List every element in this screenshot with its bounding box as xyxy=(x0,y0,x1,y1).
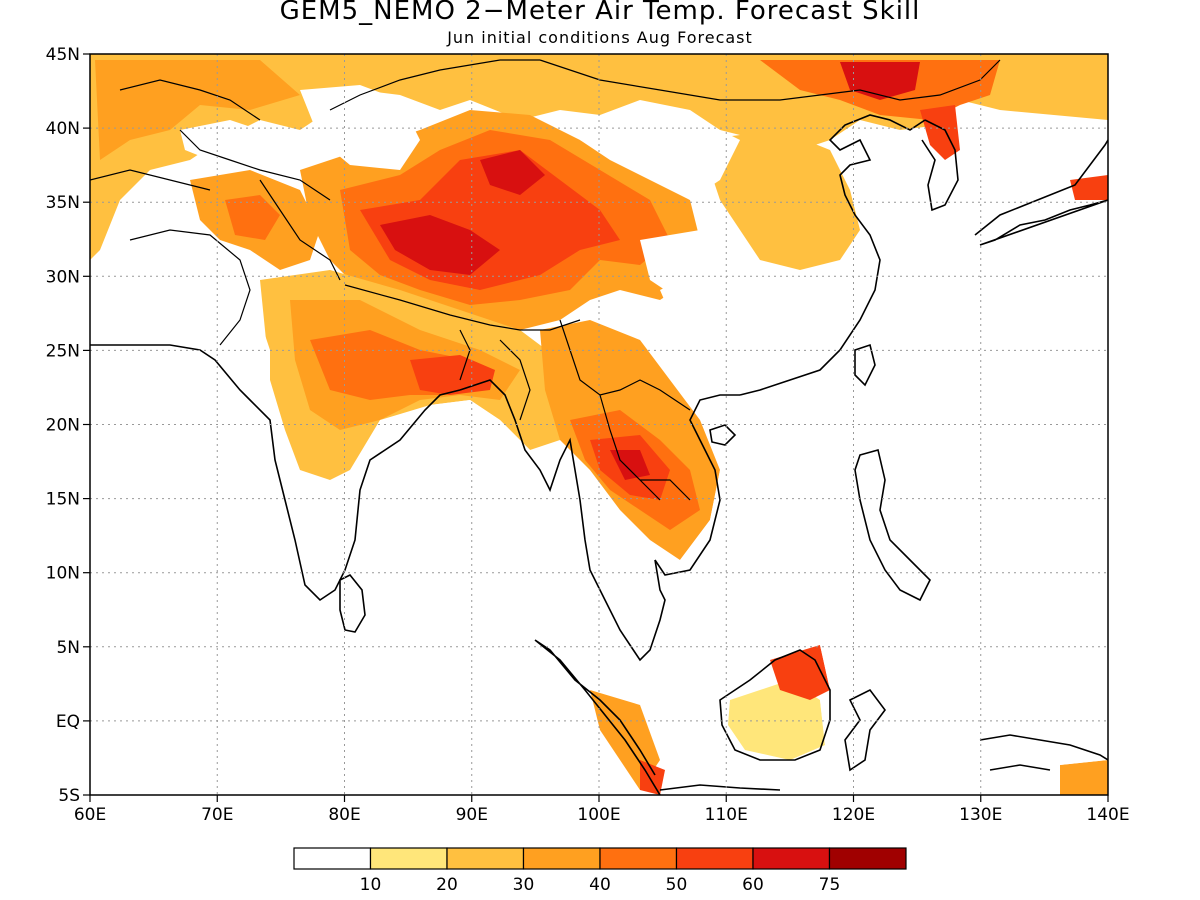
skill-area-borneo xyxy=(728,680,825,760)
colorbar-swatch xyxy=(522,847,601,870)
lat-tick-label: 45N xyxy=(46,45,80,65)
skill-area-tibet-peak-north xyxy=(480,150,545,195)
sri-lanka-coastline xyxy=(339,573,366,633)
lon-tick-label: 110E xyxy=(705,805,748,825)
lon-tick-label: 70E xyxy=(201,805,233,825)
skill-area-korea xyxy=(920,105,960,160)
lon-tick-label: 90E xyxy=(456,805,488,825)
colorbar-label: 60 xyxy=(742,875,764,895)
lon-tick-labels: 60E 70E 80E 90E 100E 110E 120E 130E 140E xyxy=(74,805,1130,825)
philippines-coastline xyxy=(854,449,931,602)
coastline-layer xyxy=(90,59,1108,795)
taiwan-coastline xyxy=(854,343,876,387)
lat-tick-label: 25N xyxy=(46,341,80,361)
japan-coastline xyxy=(974,139,1108,246)
lon-tick-label: 140E xyxy=(1086,805,1129,825)
hainan-coastline xyxy=(709,424,737,446)
colorbar xyxy=(293,847,907,870)
china-coastline xyxy=(739,114,926,396)
lat-tick-label: 10N xyxy=(46,564,80,584)
skill-area-gobi-low xyxy=(580,120,740,200)
skill-area-northwest xyxy=(95,60,300,160)
skill-area-indochina-peak xyxy=(610,450,650,480)
skill-area-china-interior-low xyxy=(640,230,760,300)
sulawesi-coastline xyxy=(844,688,886,772)
skill-area-north xyxy=(90,54,1108,260)
myanmar-coastline xyxy=(459,379,666,662)
java-coastline xyxy=(659,784,781,791)
lat-tick-label: EQ xyxy=(56,712,80,732)
lat-tick-labels: 45N 40N 35N 30N 25N 20N 15N 10N 5N EQ 5S xyxy=(46,45,80,806)
lat-tick-label: 40N xyxy=(46,119,80,139)
colorbar-swatch xyxy=(752,847,831,870)
gridlines xyxy=(90,54,1108,795)
country-borders xyxy=(90,59,1001,501)
india-coastline xyxy=(90,344,461,602)
skill-area-northeast-china xyxy=(700,130,860,270)
colorbar-swatch xyxy=(828,847,907,870)
borneo-coastline xyxy=(719,649,831,761)
skill-area-borneo-north xyxy=(770,645,830,700)
skill-area-japan xyxy=(1070,175,1108,200)
tick-marks xyxy=(83,53,1109,802)
skill-area-bay-low xyxy=(290,400,590,795)
lat-tick-label: 15N xyxy=(46,490,80,510)
skill-fill-layer xyxy=(90,54,1108,795)
colorbar-swatch xyxy=(599,847,678,870)
skill-area-ocean-low xyxy=(680,220,1108,795)
colorbar-label: 75 xyxy=(819,875,841,895)
indochina-coastline xyxy=(654,394,740,576)
new-guinea-coastline xyxy=(979,734,1108,771)
lat-tick-label: 5S xyxy=(58,786,80,806)
korea-coastline xyxy=(921,119,959,212)
colorbar-swatch xyxy=(446,847,525,870)
lat-tick-label: 35N xyxy=(46,193,80,213)
colorbar-label: 10 xyxy=(360,875,382,895)
chart-title: GEM5_NEMO 2−Meter Air Temp. Forecast Ski… xyxy=(279,0,921,26)
colorbar-swatch xyxy=(675,847,754,870)
skill-area-sumatra-south xyxy=(640,760,665,795)
lat-tick-label: 5N xyxy=(56,638,80,658)
colorbar-label: 40 xyxy=(589,875,611,895)
lon-tick-label: 100E xyxy=(577,805,620,825)
colorbar-swatch xyxy=(369,847,448,870)
lon-tick-label: 60E xyxy=(74,805,106,825)
colorbar-label: 30 xyxy=(513,875,535,895)
skill-area-new-guinea xyxy=(1060,760,1108,795)
skill-area-tibet-peak xyxy=(380,215,500,275)
colorbar-label: 20 xyxy=(436,875,458,895)
skill-area-taklamakan-low xyxy=(300,85,420,170)
lat-tick-label: 20N xyxy=(46,416,80,436)
lon-tick-label: 130E xyxy=(959,805,1002,825)
chart-subtitle: Jun initial conditions Aug Forecast xyxy=(447,28,753,47)
colorbar-label: 50 xyxy=(666,875,688,895)
lon-tick-label: 80E xyxy=(328,805,360,825)
skill-area-pakistan-core xyxy=(225,195,280,240)
lat-tick-label: 30N xyxy=(46,267,80,287)
sumatra-coastline xyxy=(534,639,661,795)
colorbar-swatch xyxy=(293,847,372,870)
lon-tick-label: 120E xyxy=(832,805,875,825)
colorbar-labels: 10 20 30 40 50 60 75 xyxy=(360,875,841,895)
skill-area-east-low xyxy=(660,270,880,420)
skill-area-west-low xyxy=(90,250,300,795)
